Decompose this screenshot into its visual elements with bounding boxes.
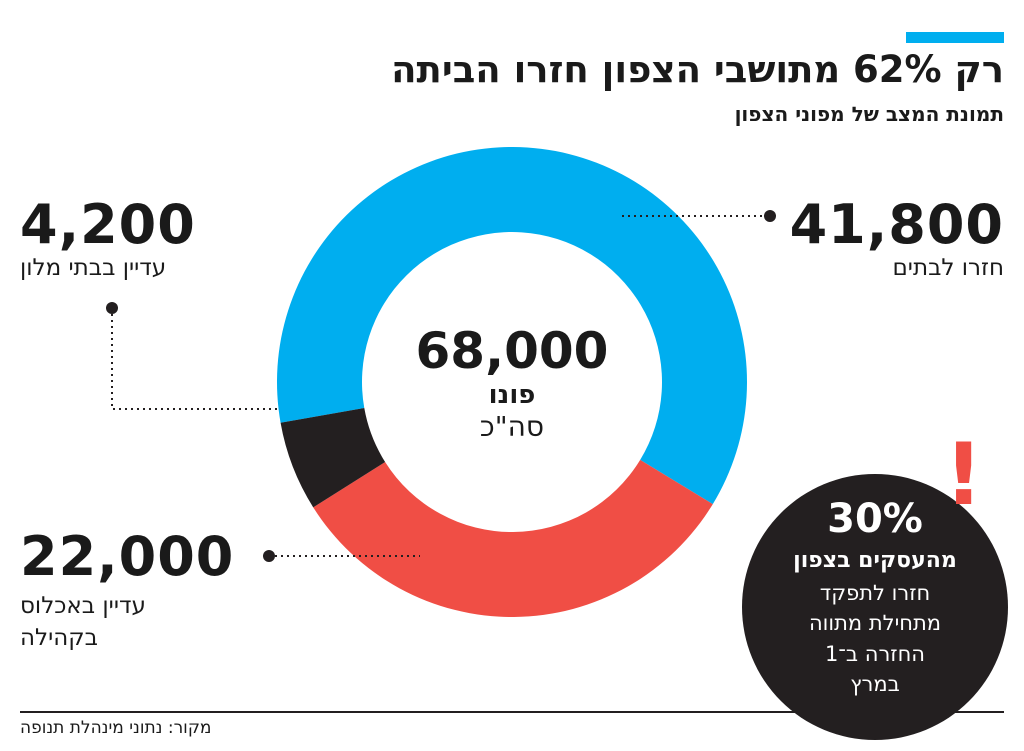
leader-dot-hotels [106, 302, 118, 314]
footer-divider [20, 711, 1004, 713]
community-label-line2: בקהילה [20, 625, 98, 652]
total-evacuated-label: פונו [488, 380, 536, 410]
business-note: 30% מהעסקים בצפון חזרו לתפקד מתחילת מתוו… [742, 474, 1008, 740]
leader-line-hotels [111, 308, 278, 410]
total-evacuated-value: 68,000 [415, 322, 609, 380]
hotels-value: 4,200 [20, 193, 196, 256]
exclamation-icon: ! [944, 425, 984, 525]
community-callout: 22,000 עדיין באכלוס בקהילה [20, 530, 234, 654]
source-note: מקור: נתוני מינהלת תנופה [20, 718, 212, 738]
business-percent: 30% [827, 496, 923, 542]
leader-lines [111, 215, 770, 557]
donut-slice-2 [280, 408, 386, 508]
returned-label: חזרו לבתים [892, 255, 1004, 281]
business-text: חזרו לתפקד מתחילת מתווה החזרה ב־1 במרץ [742, 578, 1008, 700]
business-bold-line: מהעסקים בצפון [793, 548, 957, 573]
returned-callout: 41,800 חזרו לבתים [790, 198, 1004, 284]
donut-slice-1 [313, 459, 713, 618]
business-line-3: החזרה ב־1 [824, 641, 926, 666]
business-line-4: במרץ [850, 672, 900, 697]
total-label: סה"כ [479, 410, 545, 443]
hotels-label: עדיין בבתי מלון [20, 255, 167, 281]
donut-slices [277, 146, 748, 618]
accent-bar [906, 32, 1004, 43]
hotels-callout: 4,200 עדיין בבתי מלון [20, 198, 196, 284]
chart-subtitle: תמונת המצב של מפוני הצפון [734, 102, 1004, 126]
business-line-1: חזרו לתפקד [819, 581, 931, 605]
donut-center: 68,000 פונו סה"כ [402, 326, 622, 443]
business-line-2: מתחילת מתווה [808, 611, 942, 636]
leader-dot-returned [764, 210, 776, 222]
returned-value: 41,800 [789, 193, 1004, 256]
leader-dot-community [263, 550, 275, 562]
community-label-line1: עדיין באכלוס [20, 593, 146, 619]
donut-slice-0 [277, 146, 748, 505]
community-value: 22,000 [20, 525, 235, 588]
chart-title: רק 62% מתושבי הצפון חזרו הביתה [391, 48, 1004, 91]
